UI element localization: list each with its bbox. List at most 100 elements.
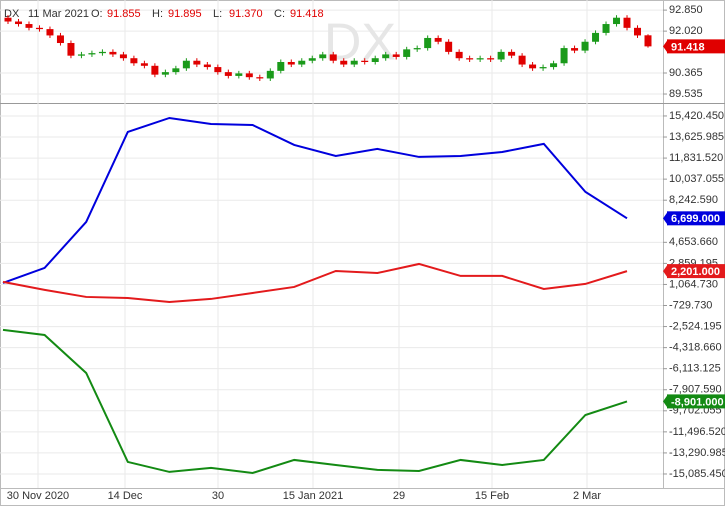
last-value-box xyxy=(667,39,725,54)
last-value-label: -8,901.000 xyxy=(671,396,724,408)
candle-body xyxy=(203,64,211,68)
candle-body xyxy=(455,51,463,59)
candle-body xyxy=(434,37,442,42)
y-tick-label: 10,037.055 xyxy=(669,173,724,185)
header-value: 91.418 xyxy=(290,8,324,20)
candle-body xyxy=(518,55,526,65)
candle-body xyxy=(350,60,358,65)
candle-body xyxy=(466,58,474,60)
y-tick-label: -13,290.985 xyxy=(669,447,725,459)
candle-body xyxy=(329,54,337,61)
header-key: O: xyxy=(91,8,103,20)
last-value-box xyxy=(667,394,725,409)
candle-body xyxy=(319,54,327,59)
y-tick-label: -7,907.590 xyxy=(669,384,722,396)
candle-body xyxy=(109,51,117,55)
candle-body xyxy=(4,17,12,22)
y-tick-label: -729.730 xyxy=(669,299,712,311)
candle-body xyxy=(161,72,169,75)
candle-body xyxy=(413,48,421,50)
candle-body xyxy=(613,17,621,25)
y-tick-label: 8,242.590 xyxy=(669,194,718,206)
candle-body xyxy=(382,54,390,59)
y-tick-label: -11,496.520 xyxy=(669,426,725,438)
candle-body xyxy=(529,64,537,69)
candle-body xyxy=(539,67,547,69)
series-line xyxy=(2,116,628,284)
candle-body xyxy=(623,17,631,28)
candle-body xyxy=(340,60,348,65)
last-value-pointer xyxy=(663,394,668,409)
y-tick-label: -15,085.450 xyxy=(669,468,725,480)
x-tick-label: 15 Feb xyxy=(475,490,509,502)
y-tick-label: 1,064.730 xyxy=(669,278,718,290)
candle-body xyxy=(508,51,516,56)
header-value: 91.895 xyxy=(168,8,202,20)
candle-body xyxy=(130,58,138,64)
x-tick-label: 15 Jan 2021 xyxy=(283,490,344,502)
candle-body xyxy=(256,77,264,79)
candle-body xyxy=(487,58,495,60)
y-tick-label: 90.365 xyxy=(669,67,703,79)
candle-body xyxy=(392,54,400,57)
candle-body xyxy=(46,29,54,36)
x-tick-label: 30 Nov 2020 xyxy=(7,490,69,502)
header-key: H: xyxy=(152,8,163,20)
y-tick-label: 4,653.660 xyxy=(669,236,718,248)
series-line xyxy=(2,328,628,474)
candle-body xyxy=(371,58,379,63)
candle-body xyxy=(560,48,568,64)
candle-body xyxy=(235,73,243,76)
candle-body xyxy=(497,51,505,60)
candle-body xyxy=(287,62,295,65)
candle-body xyxy=(602,24,610,33)
candle-body xyxy=(361,60,369,63)
candle-body xyxy=(214,67,222,73)
candle-body xyxy=(14,21,22,25)
last-value-label: 91.418 xyxy=(671,41,705,53)
candle-body xyxy=(277,62,285,71)
candle-body xyxy=(581,41,589,51)
header-key: L: xyxy=(213,8,222,20)
x-tick-label: 2 Mar xyxy=(573,490,601,502)
candle-body xyxy=(298,60,306,65)
candle-body xyxy=(88,53,96,55)
candle-body xyxy=(308,58,316,61)
y-tick-label: 92.850 xyxy=(669,4,703,16)
y-tick-label: -6,113.125 xyxy=(669,363,721,375)
y-tick-label: 11,831.520 xyxy=(669,152,723,164)
candle-body xyxy=(67,43,75,56)
series-line xyxy=(2,262,628,303)
candle-body xyxy=(403,49,411,57)
header: DX 11 Mar 2021 O: 91.855 H: 91.895 L: 91.370 C… xyxy=(4,8,324,20)
candle-body xyxy=(634,27,642,36)
last-value-pointer xyxy=(663,39,668,54)
candle-body xyxy=(193,60,201,65)
last-value-box xyxy=(667,211,725,226)
x-tick-label: 29 xyxy=(393,490,405,502)
last-value-pointer xyxy=(663,211,668,226)
header-value: 91.855 xyxy=(107,8,141,20)
last-value-pointer xyxy=(663,264,668,279)
candle-body xyxy=(98,51,106,54)
candle-body xyxy=(644,35,652,47)
y-tick-label: 15,420.450 xyxy=(669,110,724,122)
candle-body xyxy=(224,72,232,76)
candle-body xyxy=(445,41,453,52)
candle-body xyxy=(140,63,148,66)
candle-body xyxy=(182,60,190,69)
candle-body xyxy=(476,58,484,60)
candle-body xyxy=(550,63,558,68)
header-value: 91.370 xyxy=(229,8,263,20)
x-tick-label: 14 Dec xyxy=(108,490,143,502)
last-value-label: 2,201.000 xyxy=(671,266,720,278)
bar-date: 11 Mar 2021 xyxy=(28,8,89,20)
candle-body xyxy=(172,68,180,73)
y-tick-label: -2,524.195 xyxy=(669,320,722,332)
y-tick-label: -4,318.660 xyxy=(669,342,722,354)
watermark: DX xyxy=(324,14,396,72)
candle-body xyxy=(35,27,43,30)
candle-body xyxy=(25,24,33,28)
